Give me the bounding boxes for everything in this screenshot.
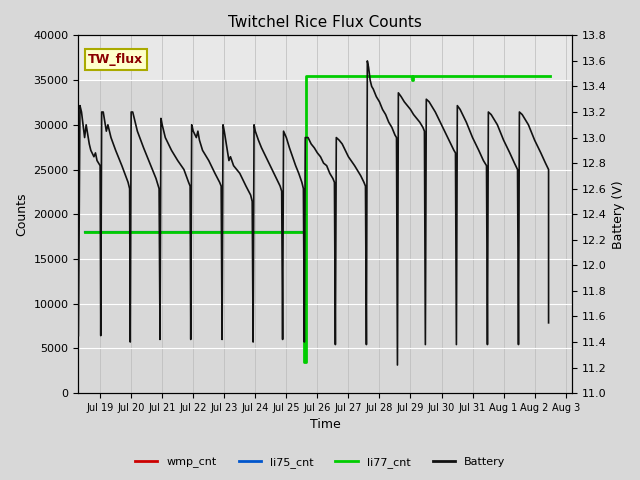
Y-axis label: Counts: Counts bbox=[15, 192, 28, 236]
Bar bbox=[79, 36, 572, 80]
Bar bbox=[79, 80, 572, 393]
Legend: wmp_cnt, li75_cnt, li77_cnt, Battery: wmp_cnt, li75_cnt, li77_cnt, Battery bbox=[131, 452, 509, 472]
Text: TW_flux: TW_flux bbox=[88, 53, 143, 66]
Y-axis label: Battery (V): Battery (V) bbox=[612, 180, 625, 249]
Title: Twitchel Rice Flux Counts: Twitchel Rice Flux Counts bbox=[228, 15, 422, 30]
X-axis label: Time: Time bbox=[310, 419, 340, 432]
